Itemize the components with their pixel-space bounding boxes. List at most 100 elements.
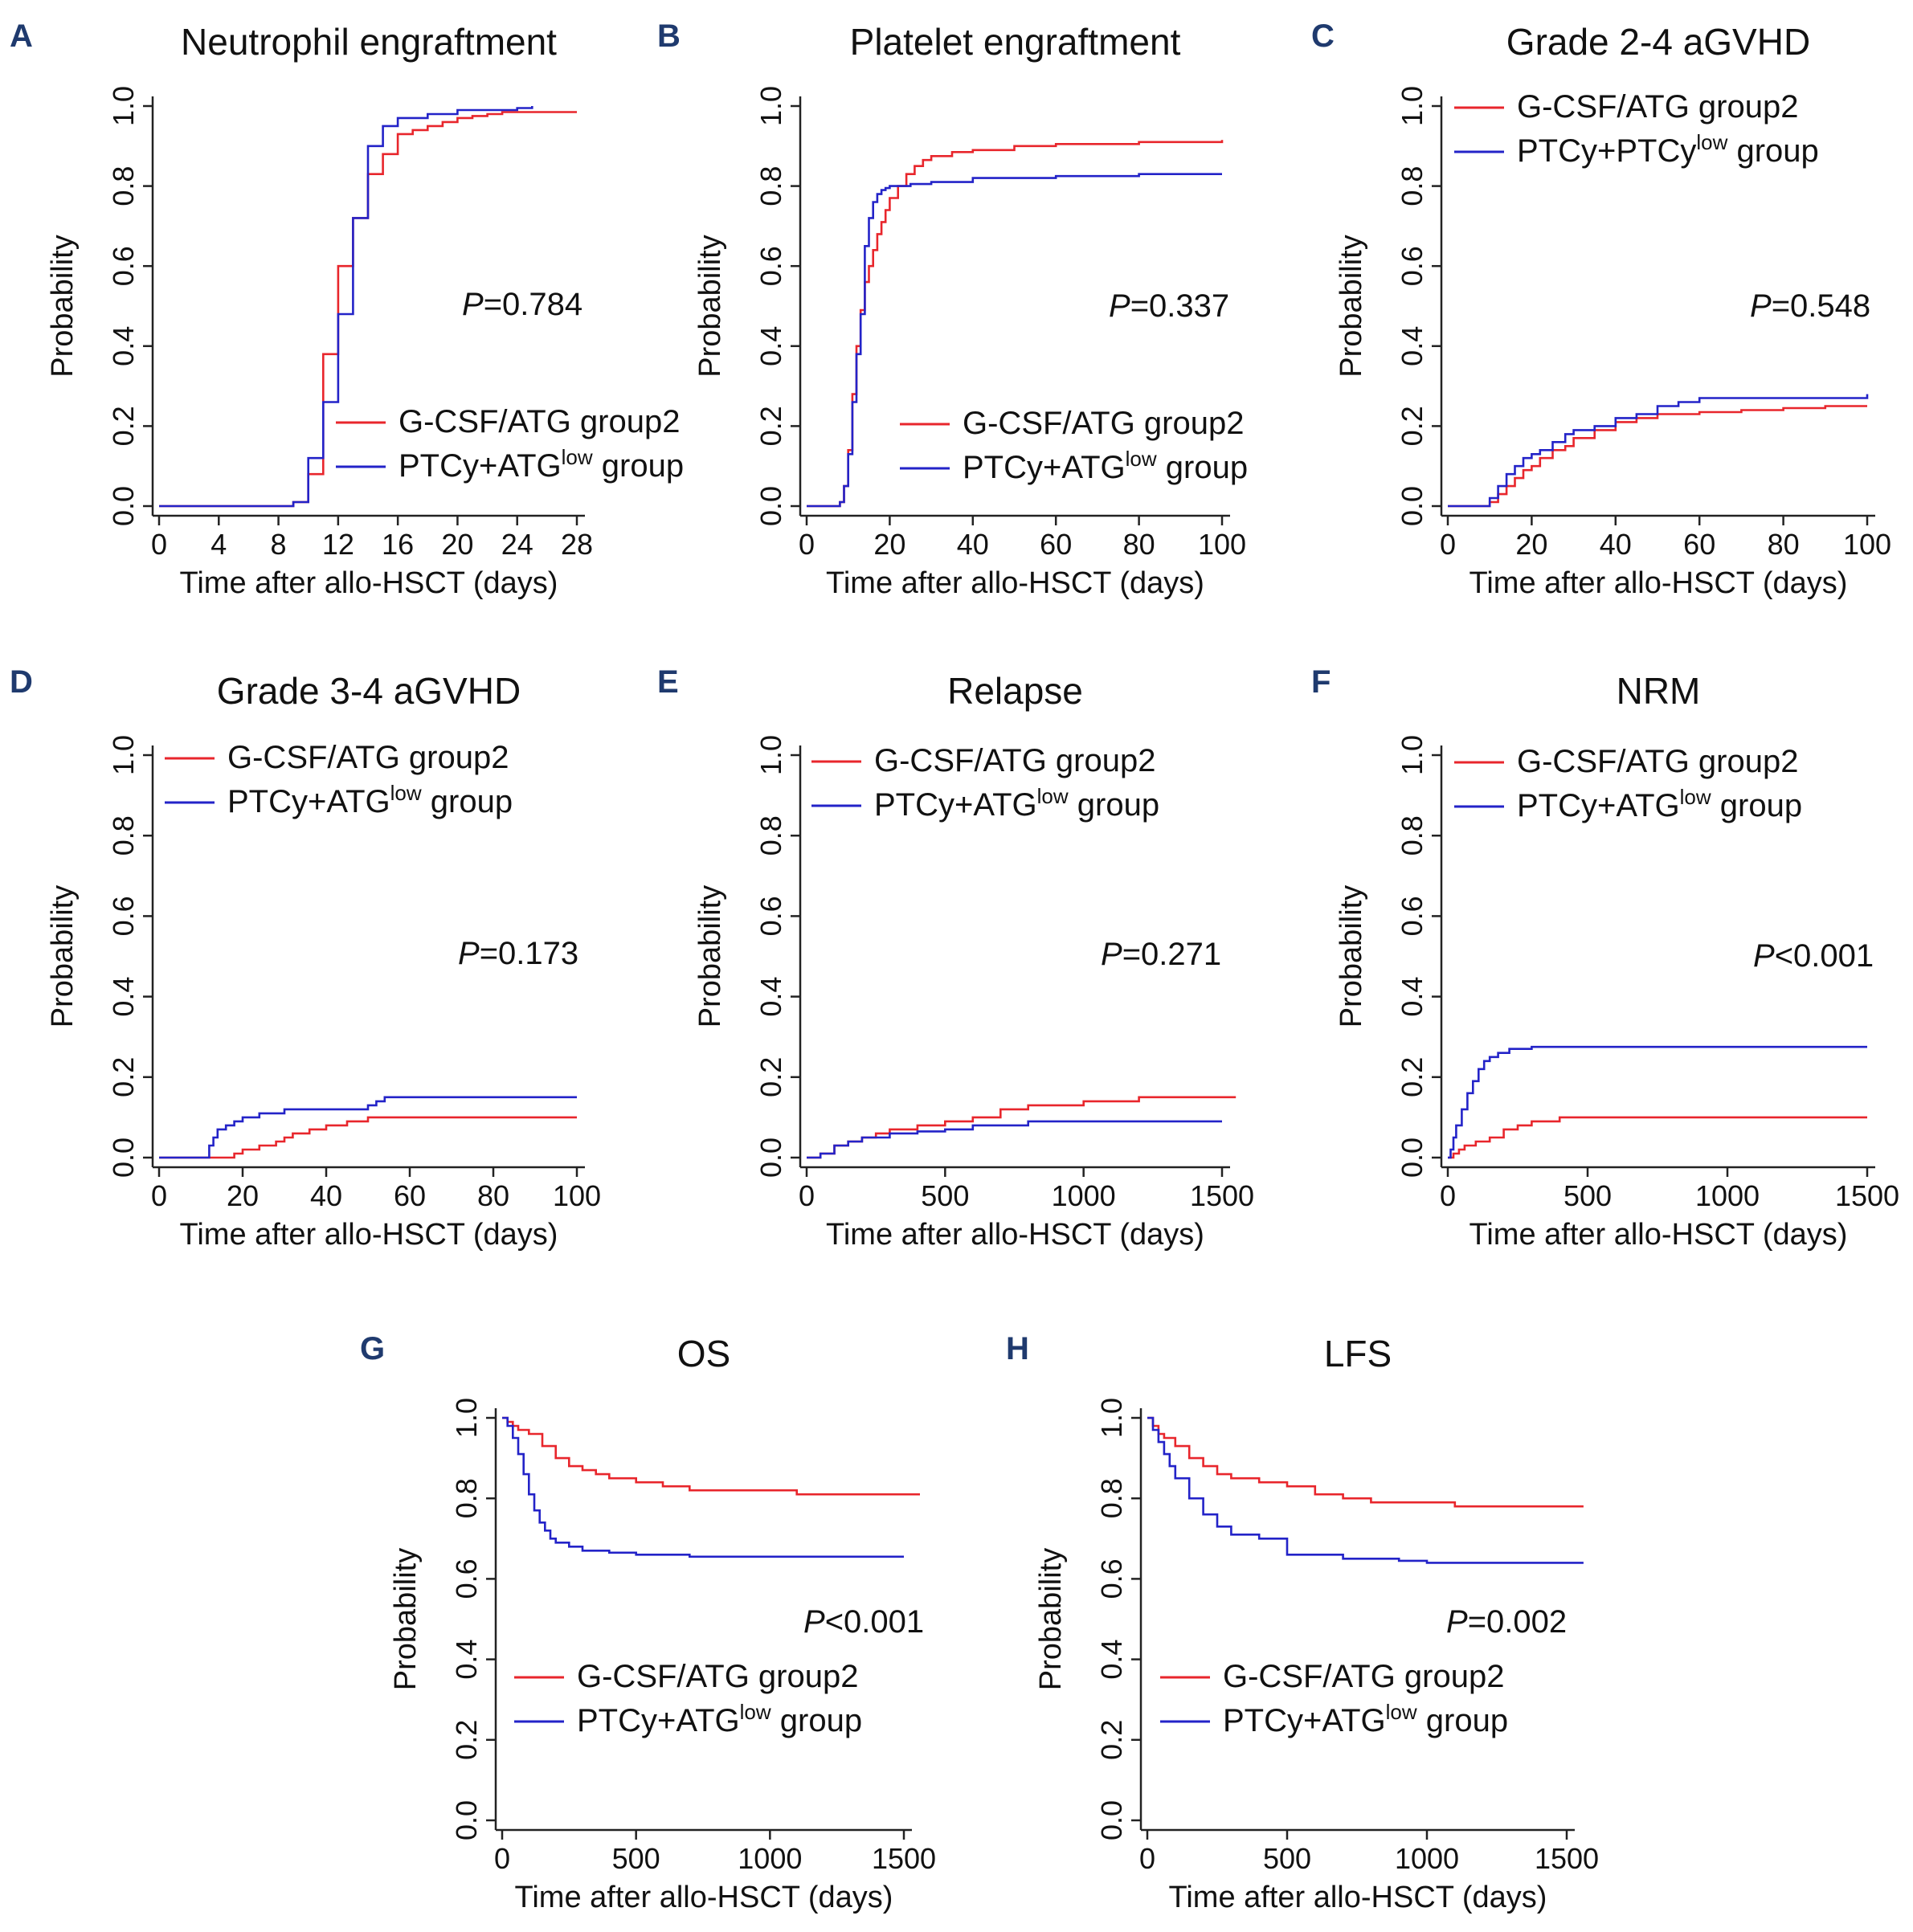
series-line-ptcy (1448, 1045, 1867, 1159)
x-tick-label: 16 (382, 528, 414, 561)
panel-f: F NRM 0.0 0.2 0.4 0.6 0.8 1.0 0 500 1000 1500 Time a… (1311, 664, 1899, 1252)
legend-d: G-CSF/ATG group2 PTCy+ATGlow group (165, 740, 513, 819)
legend-g: G-CSF/ATG group2 PTCy+ATGlow group (514, 1659, 862, 1738)
y-axis-label: Probability (1034, 1548, 1068, 1690)
x-tick-label: 60 (394, 1179, 426, 1212)
y-tick-label: 1.0 (1396, 735, 1429, 775)
panel-b: B Platelet engraftment 0.0 0.2 0.4 0.6 0.8 1.0 0… (657, 18, 1248, 600)
y-tick-label: 0.8 (1396, 815, 1429, 856)
x-tick-label: 0 (1139, 1842, 1155, 1875)
y-tick-label: 0.0 (754, 486, 787, 526)
panel-letter-a: A (10, 18, 33, 54)
x-tick-label: 500 (1263, 1842, 1311, 1875)
legend-f: G-CSF/ATG group2 PTCy+ATGlow group (1454, 744, 1802, 823)
y-tick-label: 1.0 (1095, 1398, 1128, 1438)
panel-letter-g: G (360, 1331, 385, 1366)
y-tick-label: 0.2 (450, 1720, 483, 1760)
x-tick-label: 1500 (1835, 1179, 1899, 1212)
panels: A Neutrophil engraftment 0.0 0.2 0.4 0.6 0.8 1.… (10, 18, 1899, 1914)
y-tick-label: 0.2 (107, 1057, 140, 1097)
series-line-gcsf-atg (502, 1416, 920, 1496)
chart-title-g: OS (677, 1333, 730, 1374)
p-value-f: P<0.001 (1753, 938, 1874, 974)
axes-f (1432, 745, 1875, 1177)
x-tick-label: 12 (322, 528, 354, 561)
panel-letter-e: E (657, 664, 679, 700)
legend-label: G-CSF/ATG group2 (577, 1659, 858, 1694)
y-tick-label: 0.6 (107, 246, 140, 286)
legend-a: G-CSF/ATG group2 PTCy+ATGlow group (336, 404, 684, 484)
y-tick-label: 0.2 (1396, 406, 1429, 446)
series-line-gcsf-atg (159, 1116, 577, 1159)
y-axis-label: Probability (46, 885, 80, 1027)
y-tick-label: 0.4 (1095, 1640, 1128, 1680)
y-tick-label: 0.0 (450, 1800, 483, 1840)
x-tick-label: 1500 (872, 1842, 936, 1875)
x-axis-label: Time after allo-HSCT (days) (826, 1218, 1204, 1252)
x-tick-label: 20 (227, 1179, 259, 1212)
x-tick-label: 0 (494, 1842, 510, 1875)
legend-label: PTCy+ATGlow group (1223, 1700, 1508, 1738)
p-value-a: P=0.784 (462, 287, 582, 322)
x-tick-label: 500 (1564, 1179, 1612, 1212)
y-tick-label: 0.4 (450, 1640, 483, 1680)
y-tick-label: 0.2 (107, 406, 140, 446)
x-tick-label: 500 (612, 1842, 660, 1875)
legend-label: PTCy+ATGlow group (227, 781, 513, 819)
y-axis-label: Probability (1335, 235, 1368, 377)
x-tick-label: 24 (501, 528, 533, 561)
y-tick-label: 0.0 (1396, 486, 1429, 526)
legend-label: G-CSF/ATG group2 (227, 740, 509, 775)
y-tick-label: 0.0 (107, 1138, 140, 1178)
y-tick-label: 1.0 (754, 86, 787, 126)
y-tick-label: 0.6 (754, 896, 787, 936)
x-tick-label: 80 (477, 1179, 509, 1212)
panel-letter-h: H (1006, 1331, 1029, 1366)
series-line-ptcy (502, 1416, 904, 1558)
y-tick-label: 1.0 (107, 86, 140, 126)
x-tick-label: 100 (1843, 528, 1891, 561)
panel-letter-f: F (1311, 664, 1331, 700)
y-tick-label: 0.8 (754, 166, 787, 206)
series-line-ptcy (807, 1120, 1222, 1159)
chart-title-e: Relapse (947, 670, 1083, 712)
legend-label: G-CSF/ATG group2 (963, 406, 1244, 441)
p-value-h: P=0.002 (1446, 1604, 1567, 1640)
panel-letter-d: D (10, 664, 33, 700)
legend-label: PTCy+PTCylow group (1517, 130, 1819, 169)
chart-title-b: Platelet engraftment (850, 21, 1181, 63)
chart-title-c: Grade 2-4 aGVHD (1506, 21, 1810, 63)
legend-label: G-CSF/ATG group2 (399, 404, 680, 439)
x-tick-label: 0 (799, 1179, 815, 1212)
x-axis-label: Time after allo-HSCT (days) (1469, 566, 1848, 600)
y-tick-label: 0.2 (1095, 1720, 1128, 1760)
y-tick-label: 1.0 (1396, 86, 1429, 126)
legend-label: G-CSF/ATG group2 (1517, 744, 1798, 779)
x-tick-label: 4 (211, 528, 227, 561)
series-line-ptcy (1448, 394, 1869, 508)
panel-e: E Relapse 0.0 0.2 0.4 0.6 0.8 1.0 0 500 1000 1500 Ti… (657, 664, 1254, 1252)
series-line-ptcy (1147, 1416, 1584, 1564)
p-value-c: P=0.548 (1750, 288, 1870, 324)
p-value-d: P=0.173 (458, 936, 578, 971)
x-tick-label: 0 (1440, 528, 1456, 561)
legend-label: PTCy+ATGlow group (963, 447, 1248, 485)
y-tick-label: 0.2 (1396, 1057, 1429, 1097)
x-tick-label: 20 (873, 528, 905, 561)
y-tick-label: 0.0 (1396, 1138, 1429, 1178)
y-tick-label: 0.6 (1396, 896, 1429, 936)
y-tick-label: 0.4 (107, 326, 140, 366)
y-tick-label: 0.0 (1095, 1800, 1128, 1840)
legend-label: PTCy+ATGlow group (399, 445, 684, 484)
series-line-gcsf-atg (1147, 1416, 1584, 1508)
y-tick-label: 0.8 (450, 1478, 483, 1518)
legend-label: PTCy+ATGlow group (874, 784, 1159, 823)
y-tick-label: 0.2 (754, 406, 787, 446)
x-axis-label: Time after allo-HSCT (days) (826, 566, 1204, 600)
panel-h: H LFS 0.0 0.2 0.4 0.6 0.8 1.0 0 500 1000 1500 Time a… (1006, 1331, 1599, 1914)
axes-c (1432, 96, 1875, 525)
y-axis-label: Probability (389, 1548, 423, 1690)
y-tick-label: 0.8 (107, 166, 140, 206)
chart-title-h: LFS (1324, 1333, 1392, 1374)
